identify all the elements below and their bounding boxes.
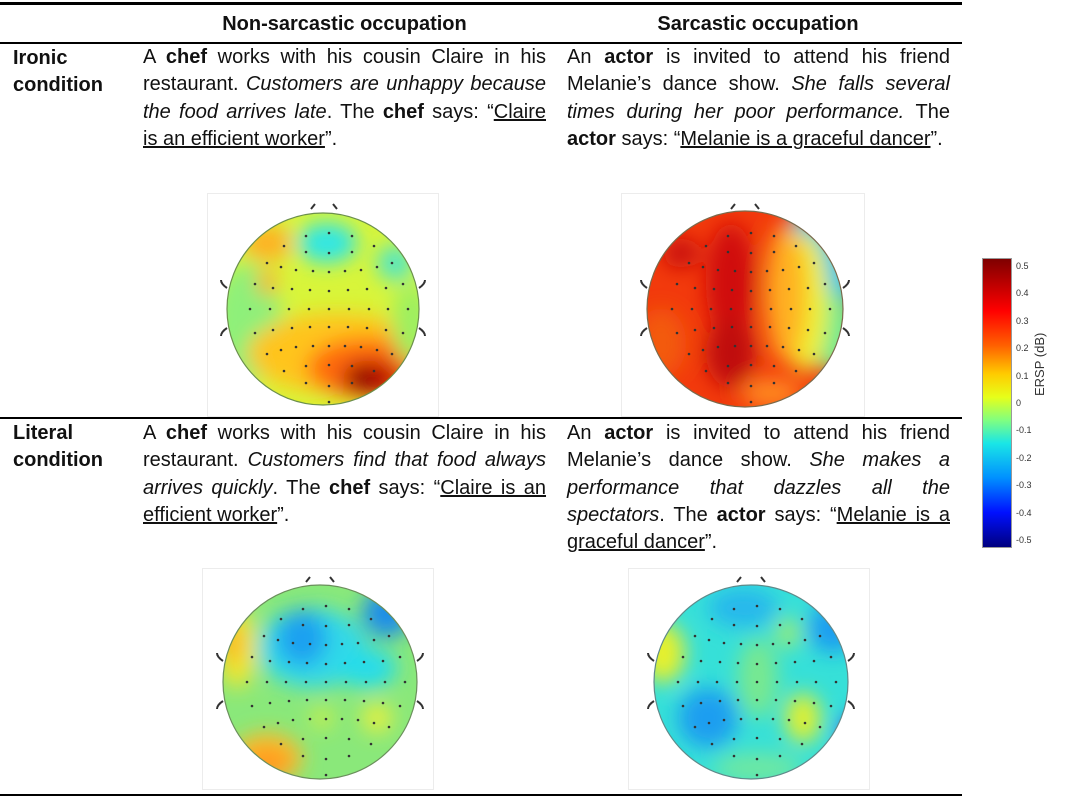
text-run: A — [143, 422, 166, 444]
row-label-ironic: Ironic condition — [13, 45, 103, 99]
text-run: says: “ — [370, 476, 441, 499]
nose-icon — [736, 576, 766, 583]
text-run: is invited to attend his friend Melanie’… — [567, 422, 950, 472]
column-header-sarcastic: Sarcastic occupation — [657, 13, 859, 35]
colorbar-tick: 0.2 — [1016, 343, 1029, 354]
colorbar-tick: 0.1 — [1016, 370, 1029, 381]
colorbar-tick: -0.5 — [1016, 535, 1032, 545]
topomap-frame — [628, 568, 870, 790]
topomap-frame — [207, 193, 439, 417]
cell-ironic-non-sarcastic: A chef works with his cousin Claire in h… — [143, 44, 546, 153]
colorbar-tick: 0.3 — [1016, 315, 1029, 326]
topomap-frame — [202, 568, 434, 790]
text-run: says: “ — [615, 127, 681, 150]
row-label-line1: Literal — [13, 422, 74, 444]
text-run: ”. — [704, 531, 718, 554]
table-row-divider — [0, 417, 962, 419]
colorbar-tick: -0.4 — [1016, 507, 1032, 518]
occupation-term: chef — [165, 46, 207, 68]
text-run: ”. — [324, 127, 338, 150]
electrode-dots — [676, 604, 838, 777]
text-run: A — [143, 46, 166, 68]
topomap-frame — [621, 193, 865, 417]
text-run: ”. — [930, 127, 943, 150]
electrode-dots — [670, 231, 832, 404]
electrode-dots — [248, 231, 410, 404]
text-run: is invited to attend his friend Melanie’… — [567, 46, 950, 96]
nose-icon — [730, 203, 760, 210]
colorbar-label: ERSP (dB) — [1032, 332, 1047, 396]
context-sentence: Customers are unhappy because the food a… — [143, 73, 546, 123]
context-sentence: She makes a performance that dazzles all… — [567, 449, 950, 526]
table-bottom-rule — [0, 794, 962, 796]
topomap-literal-non-sarcastic — [216, 576, 424, 780]
quoted-utterance: Claire is an efficient worker — [143, 100, 546, 150]
text-run: The — [904, 100, 950, 123]
column-header-non-sarcastic: Non-sarcastic occupation — [222, 13, 467, 35]
text-run: . The — [326, 100, 383, 123]
row-label-line1: Ironic — [13, 47, 68, 69]
occupation-term: actor — [604, 46, 654, 68]
colorbar-tick: -0.1 — [1016, 425, 1032, 436]
quoted-utterance: Melanie is a graceful dancer — [567, 503, 950, 554]
quoted-utterance: Claire is an efficient worker — [143, 476, 547, 526]
text-run: An — [567, 422, 605, 444]
text-run: . The — [272, 476, 330, 499]
text-run: says: “ — [765, 503, 837, 526]
nose-icon — [305, 576, 335, 583]
text-run: ”. — [277, 503, 290, 526]
occupation-term: chef — [382, 100, 424, 123]
colorbar-tick: -0.2 — [1016, 452, 1032, 463]
occupation-term: actor — [567, 127, 616, 150]
table-top-rule — [0, 2, 962, 5]
nose-icon — [310, 203, 338, 210]
text-run: works with his cousin Claire in his rest… — [143, 422, 546, 472]
occupation-term: chef — [165, 422, 207, 444]
colorbar-tick: 0.4 — [1016, 288, 1029, 299]
row-label-literal: Literal condition — [13, 420, 103, 474]
cell-literal-non-sarcastic: A chef works with his cousin Claire in h… — [143, 420, 546, 529]
row-label-line2: condition — [13, 74, 103, 96]
text-run: works with his cousin Claire in his rest… — [143, 46, 546, 96]
cell-ironic-sarcastic: An actor is invited to attend his friend… — [567, 44, 950, 153]
topomap-literal-sarcastic — [647, 576, 855, 780]
occupation-term: chef — [329, 476, 371, 499]
text-run: . The — [659, 503, 717, 526]
colorbar-tick: 0 — [1016, 398, 1022, 408]
text-run: An — [567, 46, 605, 68]
occupation-term: actor — [604, 422, 654, 444]
colorbar-tick: 0.5 — [1016, 261, 1029, 271]
ersp-colorbar — [982, 258, 1012, 548]
electrode-dots — [245, 604, 407, 777]
topomap-ironic-sarcastic — [640, 203, 850, 408]
quoted-utterance: Melanie is a graceful dancer — [680, 127, 931, 150]
topomap-ironic-non-sarcastic — [220, 203, 426, 406]
occupation-term: actor — [716, 503, 766, 526]
context-sentence: She falls several times during her poor … — [567, 73, 950, 123]
cell-literal-sarcastic: An actor is invited to attend his friend… — [567, 420, 950, 556]
colorbar-tick: -0.3 — [1016, 480, 1032, 491]
table-header-rule — [0, 42, 962, 44]
text-run: says: “ — [423, 100, 494, 123]
context-sentence: Customers find that food always arrives … — [143, 449, 546, 499]
row-label-line2: condition — [13, 449, 103, 471]
